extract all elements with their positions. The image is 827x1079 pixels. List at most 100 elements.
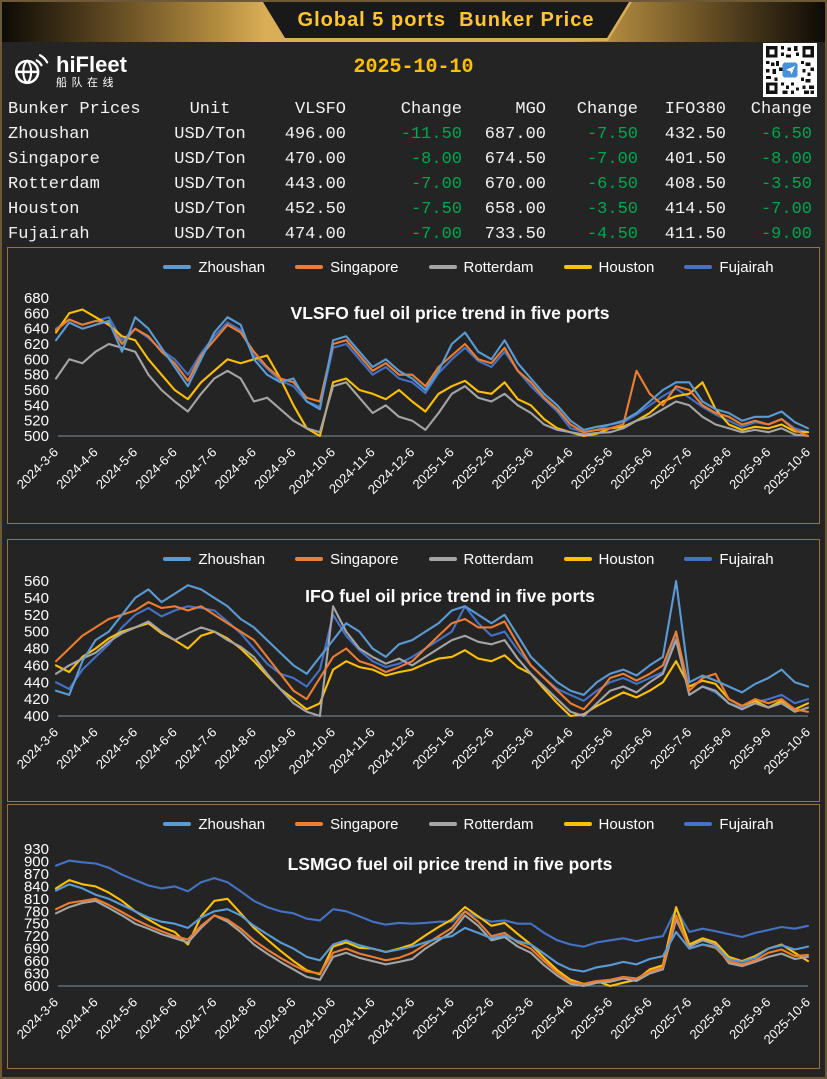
x-axis-tick-label: 2025-2-6 bbox=[449, 725, 496, 772]
x-axis-tick-label: 2024-7-6 bbox=[172, 445, 219, 492]
port-name: Rotterdam bbox=[8, 175, 100, 194]
title-banner: Global 5 ports Bunker Price bbox=[263, 2, 629, 38]
legend-swatch bbox=[563, 822, 592, 826]
col-header: Bunker Prices bbox=[8, 100, 141, 119]
legend-swatch bbox=[163, 557, 192, 561]
chart-title: IFO fuel oil price trend in five ports bbox=[305, 586, 595, 606]
table-row-houston: Houston USD/Ton 452.50 -7.50 658.00 -3.5… bbox=[8, 197, 825, 222]
mgo-price: 687.00 bbox=[484, 125, 546, 144]
vlsfo-change: -7.00 bbox=[410, 225, 462, 244]
legend-item-rotterdam: Rotterdam bbox=[428, 258, 534, 276]
x-axis-tick-label: 2025-5-6 bbox=[568, 995, 615, 1042]
legend-item-singapore: Singapore bbox=[295, 815, 399, 833]
col-header: Unit bbox=[189, 100, 231, 119]
legend-label: Singapore bbox=[330, 815, 399, 833]
qr-code-icon bbox=[763, 43, 817, 97]
table-row-zhoushan: Zhoushan USD/Ton 496.00 -11.50 687.00 -7… bbox=[8, 122, 825, 147]
legend-swatch bbox=[163, 265, 192, 269]
x-axis-tick-label: 2025-4-6 bbox=[528, 725, 575, 772]
y-axis-tick-label: 540 bbox=[24, 397, 49, 414]
port-name: Houston bbox=[8, 200, 80, 219]
unit: USD/Ton bbox=[174, 125, 246, 144]
x-axis-tick-label: 2025-8-6 bbox=[687, 445, 734, 492]
ifo380-price: 401.50 bbox=[664, 150, 726, 169]
y-axis-tick-label: 520 bbox=[24, 607, 49, 624]
x-axis-tick-label: 2025-4-6 bbox=[528, 995, 575, 1042]
y-axis-tick-label: 500 bbox=[24, 428, 49, 445]
x-axis-tick-label: 2024-7-6 bbox=[172, 995, 219, 1042]
legend-label: Rotterdam bbox=[463, 258, 534, 276]
brand-logo: hiFleet 船队在线 bbox=[12, 49, 127, 94]
x-axis-tick-label: 2024-8-6 bbox=[212, 445, 259, 492]
series-line-zhoushan bbox=[54, 883, 810, 973]
legend-swatch bbox=[295, 822, 324, 826]
legend-swatch bbox=[684, 557, 713, 561]
legend-swatch bbox=[428, 557, 457, 561]
mgo-price: 733.50 bbox=[484, 225, 546, 244]
x-axis-tick-label: 2025-1-6 bbox=[410, 445, 457, 492]
series-line-rotterdam bbox=[54, 899, 810, 988]
col-header: Change bbox=[750, 100, 812, 119]
y-axis-tick-label: 660 bbox=[24, 305, 49, 322]
y-axis-tick-label: 460 bbox=[24, 657, 49, 674]
vlsfo-trend-chart-panel: Zhoushan Singapore Rotterdam Houston Fujaira… bbox=[7, 247, 820, 524]
bunker-price-table: Bunker Prices Unit VLSFO Change MGO Chan… bbox=[2, 95, 825, 247]
x-axis-tick-label: 2025-8-6 bbox=[687, 995, 734, 1042]
y-axis-tick-label: 420 bbox=[24, 691, 49, 708]
y-axis-tick-label: 500 bbox=[24, 624, 49, 641]
x-axis-tick-label: 2025-1-6 bbox=[410, 995, 457, 1042]
series-line-rotterdam bbox=[54, 605, 810, 718]
chart-title: LSMGO fuel oil price trend in five ports bbox=[288, 854, 613, 874]
legend-label: Zhoushan bbox=[198, 258, 266, 276]
y-axis-tick-label: 900 bbox=[24, 853, 49, 870]
x-axis-tick-label: 2024-5-6 bbox=[93, 445, 140, 492]
x-axis-tick-label: 2024-3-6 bbox=[14, 995, 61, 1042]
y-axis-tick-label: 870 bbox=[24, 866, 49, 883]
x-axis-tick-label: 2024-6-6 bbox=[132, 995, 179, 1042]
series-line-fujairah bbox=[54, 859, 810, 948]
report-date: 2025-10-10 bbox=[353, 56, 474, 79]
legend-item-rotterdam: Rotterdam bbox=[428, 551, 534, 568]
mgo-change: -7.00 bbox=[586, 150, 638, 169]
x-axis-tick-label: 2024-8-6 bbox=[212, 725, 259, 772]
brand-name: hiFleet bbox=[56, 52, 127, 77]
legend-item-houston: Houston bbox=[563, 259, 654, 276]
ifo-trend-chart-panel: Zhoushan Singapore Rotterdam Houston Fujaira… bbox=[7, 539, 820, 802]
legend-swatch bbox=[563, 265, 592, 269]
y-axis-tick-label: 630 bbox=[24, 966, 49, 983]
x-axis-tick-label: 2024-3-6 bbox=[14, 445, 61, 492]
x-axis-tick-label: 2024-6-6 bbox=[132, 725, 179, 772]
legend-swatch bbox=[295, 265, 324, 269]
y-axis-tick-label: 840 bbox=[24, 878, 49, 895]
y-axis-tick-label: 580 bbox=[24, 367, 49, 384]
y-axis-tick-label: 620 bbox=[24, 336, 49, 353]
legend-label: Fujairah bbox=[719, 550, 774, 568]
x-axis-tick-label: 2025-7-6 bbox=[647, 725, 694, 772]
legend-item-zhoushan: Zhoushan bbox=[163, 259, 265, 276]
vlsfo-price: 443.00 bbox=[284, 175, 346, 194]
y-axis-tick-label: 480 bbox=[24, 641, 49, 658]
table-header-row: Bunker Prices Unit VLSFO Change MGO Chan… bbox=[8, 97, 825, 122]
y-axis-tick-label: 640 bbox=[24, 321, 49, 338]
y-axis-tick-label: 400 bbox=[24, 708, 49, 725]
x-axis-tick-label: 2024-5-6 bbox=[93, 725, 140, 772]
legend-item-singapore: Singapore bbox=[295, 259, 399, 276]
x-axis-tick-label: 2024-5-6 bbox=[93, 995, 140, 1042]
mgo-change: -7.50 bbox=[586, 125, 638, 144]
series-line-singapore bbox=[54, 601, 810, 713]
legend-label: Houston bbox=[598, 550, 655, 568]
y-axis-tick-label: 930 bbox=[24, 841, 49, 858]
x-axis-tick-label: 2025-6-6 bbox=[607, 445, 654, 492]
port-name: Fujairah bbox=[8, 225, 90, 244]
col-header: Change bbox=[400, 100, 462, 119]
x-axis-tick-label: 2025-3-6 bbox=[489, 995, 536, 1042]
x-axis-tick-label: 2025-7-6 bbox=[647, 445, 694, 492]
y-axis-tick-label: 560 bbox=[24, 382, 49, 399]
chart-legend: Zhoushan Singapore Rotterdam Houston Fujaira… bbox=[8, 248, 819, 278]
legend-swatch bbox=[163, 822, 192, 826]
mgo-price: 670.00 bbox=[484, 175, 546, 194]
mgo-change: -4.50 bbox=[586, 225, 638, 244]
col-header: Change bbox=[576, 100, 638, 119]
